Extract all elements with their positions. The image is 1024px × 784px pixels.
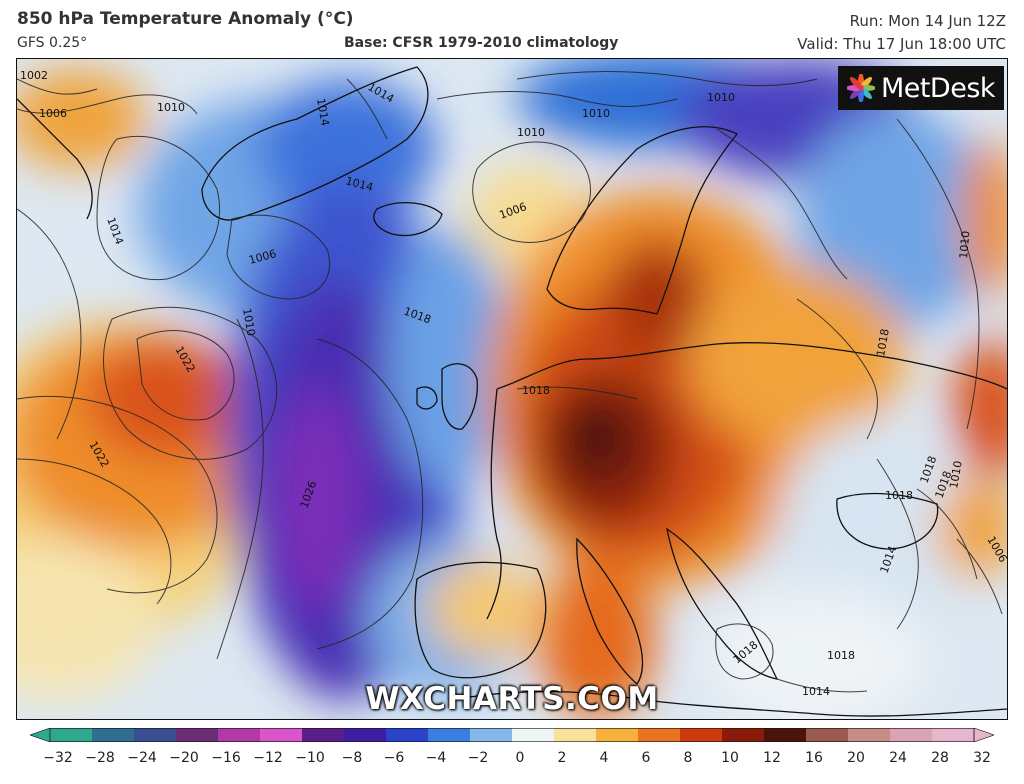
valid-time: Valid: Thu 17 Jun 18:00 UTC <box>797 35 1006 53</box>
isobar-label: 1018 <box>827 649 855 662</box>
colorbar-tick-label: −12 <box>253 750 283 766</box>
colorbar-tick-label: 28 <box>931 750 949 766</box>
colorbar-tick-label: 0 <box>515 750 525 766</box>
isobar-label: 1018 <box>874 328 892 358</box>
colorbar-tick-label: −32 <box>43 750 73 766</box>
climatology-base: Base: CFSR 1979-2010 climatology <box>344 35 619 51</box>
colorbar-segment <box>386 728 429 742</box>
isobar-label: 1010 <box>582 107 610 120</box>
colorbar-tick-label: −28 <box>85 750 115 766</box>
isobar-label: 1006 <box>39 107 67 120</box>
isobars <box>17 71 1003 693</box>
coastlines <box>17 66 1007 717</box>
colorbar-tick-label: −6 <box>383 750 405 766</box>
isobar-label: 1002 <box>20 69 48 82</box>
colorbar-tick-label: 4 <box>599 750 609 766</box>
map-canvas: 1002 1006 1010 1014 1014 1010 1010 1006 … <box>17 59 1007 719</box>
colorbar-segment <box>428 728 471 742</box>
colorbar-segment <box>764 728 807 742</box>
anomaly-field <box>17 59 1007 719</box>
colorbar-tick-label: −24 <box>127 750 157 766</box>
colorbar-segment <box>638 728 681 742</box>
run-time: Run: Mon 14 Jun 12Z <box>849 12 1006 30</box>
colorbar-tick-label: −4 <box>425 750 447 766</box>
isobar-label: 1010 <box>707 91 735 104</box>
colorbar-tick-label: 10 <box>721 750 739 766</box>
metdesk-flower-icon <box>846 74 875 102</box>
colorbar-tick-label: 12 <box>763 750 781 766</box>
colorbar-tick-label: −20 <box>169 750 199 766</box>
colorbar-tick-label: 24 <box>889 750 907 766</box>
colorbar-tick-label: 32 <box>973 750 991 766</box>
isobar-labels: 1002 1006 1010 1014 1014 1010 1010 1006 … <box>20 69 1007 698</box>
colorbar-min-arrow <box>30 728 51 742</box>
watermark: WXCHARTS.COM <box>365 681 659 717</box>
metdesk-logo: MetDesk <box>838 66 1004 110</box>
colorbar-segment <box>596 728 639 742</box>
isobar-label: 1014 <box>314 97 332 127</box>
colorbar-segment <box>806 728 849 742</box>
colorbar-segment <box>176 728 219 742</box>
colorbar-segment <box>218 728 261 742</box>
colorbar-segment <box>554 728 597 742</box>
colorbar-tick-label: −10 <box>295 750 325 766</box>
model-name: GFS 0.25° <box>17 35 88 51</box>
colorbar-tick-label: −16 <box>211 750 241 766</box>
colorbar-segment <box>50 728 93 742</box>
colorbar-segment <box>932 728 975 742</box>
isobar-label: 1010 <box>517 126 545 139</box>
colorbar-segment <box>92 728 135 742</box>
isobar-label: 1014 <box>802 685 830 698</box>
colorbar-tick-label: 6 <box>641 750 651 766</box>
colorbar-segment <box>470 728 513 742</box>
isobar-label: 1010 <box>157 101 185 114</box>
isobar-label: 1018 <box>522 384 550 397</box>
anomaly-map: 1002 1006 1010 1014 1014 1010 1010 1006 … <box>16 58 1008 720</box>
colorbar-segment <box>890 728 933 742</box>
colorbar <box>30 728 994 742</box>
logo-text: MetDesk <box>880 72 996 104</box>
colorbar-segment <box>302 728 345 742</box>
colorbar-segment <box>848 728 891 742</box>
colorbar-tick-label: 8 <box>683 750 693 766</box>
colorbar-segment <box>344 728 387 742</box>
colorbar-tick-label: 2 <box>557 750 567 766</box>
colorbar-max-arrow <box>973 728 994 742</box>
colorbar-tick-label: −2 <box>467 750 489 766</box>
isobar-label: 1010 <box>947 460 965 490</box>
chart-title: 850 hPa Temperature Anomaly (°C) <box>17 9 354 29</box>
colorbar-tick-label: 20 <box>847 750 865 766</box>
colorbar-segment <box>260 728 303 742</box>
isobar-label: 1010 <box>957 230 972 259</box>
isobar-label: 1010 <box>240 307 258 337</box>
colorbar-segment <box>512 728 555 742</box>
colorbar-ticks: −32 −28 −24 −20 −16 −12 −10 −8 −6 −4 −2 0 2 4 6 8 10 12 16… <box>0 744 1024 768</box>
colorbar-tick-label: −8 <box>341 750 363 766</box>
colorbar-tick-label: 16 <box>805 750 823 766</box>
colorbar-segments <box>30 728 994 742</box>
colorbar-segment <box>134 728 177 742</box>
isobar-label: 1018 <box>885 489 913 502</box>
colorbar-segment <box>680 728 723 742</box>
colorbar-segment <box>722 728 765 742</box>
